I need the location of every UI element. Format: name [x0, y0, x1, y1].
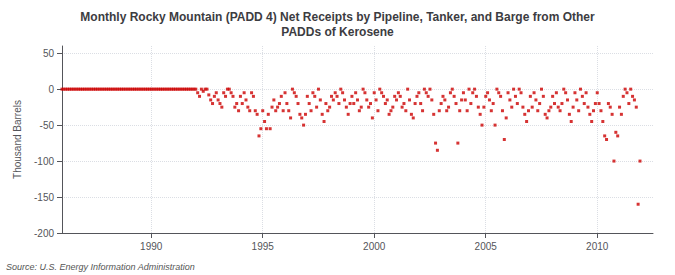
svg-text:Source: U.S. Energy Informatio: Source: U.S. Energy Information Administ…: [6, 262, 195, 272]
svg-text:2010: 2010: [586, 241, 609, 252]
svg-text:-200: -200: [34, 228, 54, 239]
svg-text:PADDs of Kerosene: PADDs of Kerosene: [281, 25, 394, 39]
svg-text:-150: -150: [34, 192, 54, 203]
svg-text:-50: -50: [40, 120, 55, 131]
svg-text:50: 50: [43, 48, 55, 59]
svg-text:1990: 1990: [140, 241, 163, 252]
svg-text:2000: 2000: [363, 241, 386, 252]
svg-text:-100: -100: [34, 156, 54, 167]
svg-text:Monthly Rocky Mountain (PADD 4: Monthly Rocky Mountain (PADD 4) Net Rece…: [80, 10, 595, 24]
svg-text:Thousand Barrels: Thousand Barrels: [12, 100, 23, 179]
svg-text:2005: 2005: [475, 241, 498, 252]
svg-text:0: 0: [48, 84, 54, 95]
svg-text:1995: 1995: [252, 241, 275, 252]
